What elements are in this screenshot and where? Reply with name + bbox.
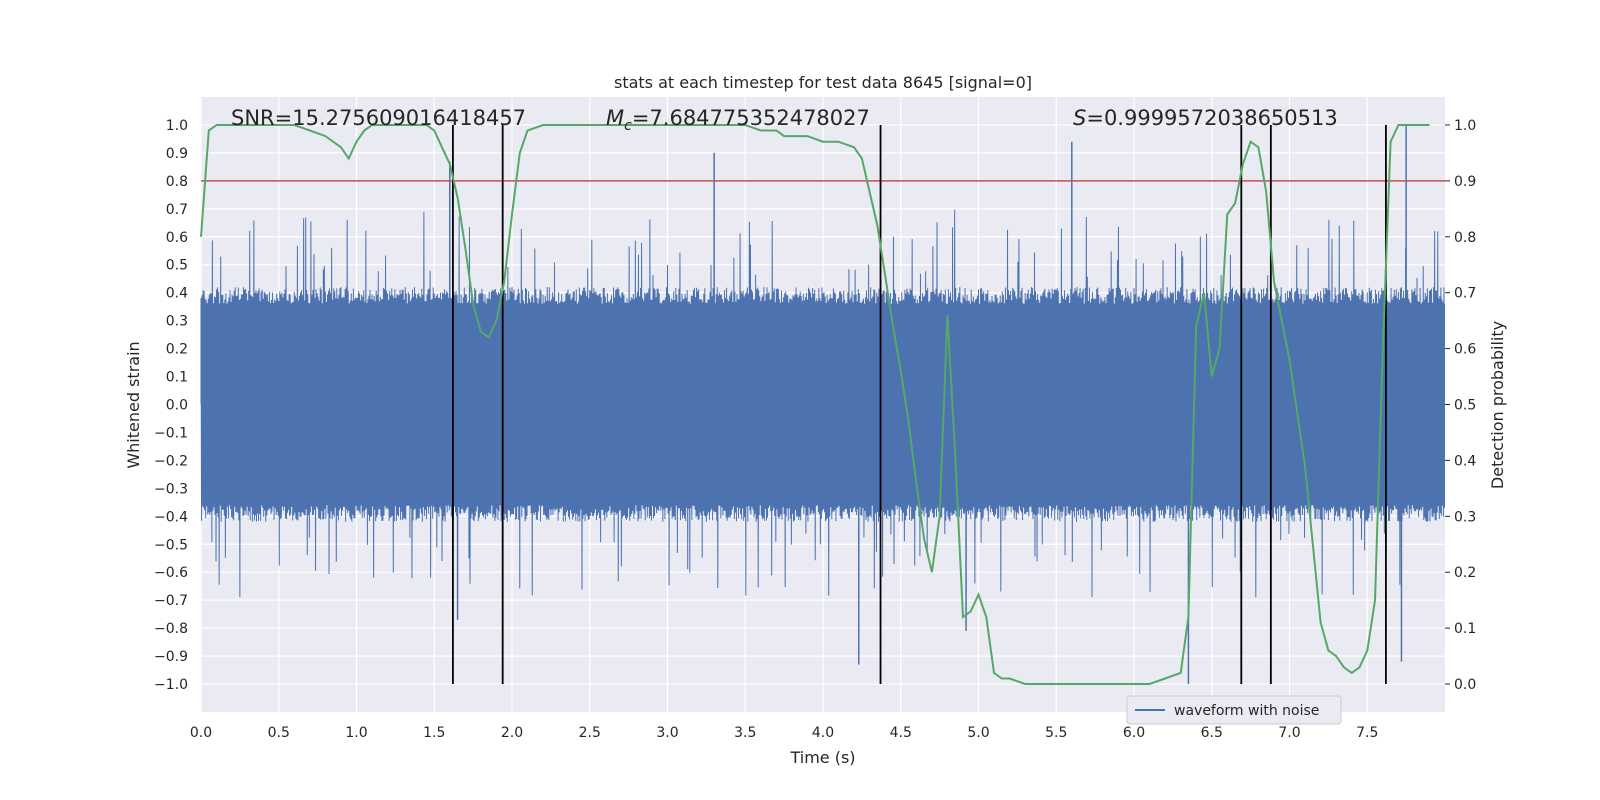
y-left-tick-label: 1.0: [166, 118, 188, 134]
y-left-tick-label: 0.7: [166, 202, 188, 218]
mc-value: =7.684775352478027: [632, 106, 870, 130]
waveform-noise-line: [200, 209, 1445, 598]
y-left-tick-label: 0.0: [166, 398, 188, 414]
y-right-tick-label: 0.0: [1454, 677, 1476, 693]
y-left-tick-label: −0.4: [154, 509, 188, 525]
y-left-tick-label: 0.6: [166, 230, 188, 246]
y-right-tick-labels: 1.0 0.9 0.8 0.7 0.6 0.5 0.4 0.3 0.2 0.1 0.0: [1445, 118, 1476, 693]
y-right-tick-label: 0.4: [1454, 453, 1476, 469]
x-tick-label: 0.5: [268, 725, 290, 741]
s-symbol: S: [1073, 106, 1086, 130]
chart-title: stats at each timestep for test data 864…: [614, 73, 1032, 92]
vertical-markers: [452, 124, 1387, 685]
y-left-tick-label: −0.5: [154, 537, 188, 553]
mc-symbol: M: [606, 106, 624, 130]
x-tick-label: 6.5: [1201, 725, 1223, 741]
y-left-tick-label: 0.4: [166, 286, 188, 302]
y-right-tick-label: 0.8: [1454, 230, 1476, 246]
y-left-tick-label: 0.1: [166, 370, 188, 386]
mc-subscript: c: [624, 118, 632, 134]
y-right-tick-label: 0.1: [1454, 621, 1476, 637]
y-left-tick-label: −0.8: [154, 621, 188, 637]
y-right-tick-label: 0.5: [1454, 398, 1476, 414]
y-right-tick-label: 0.6: [1454, 342, 1476, 358]
x-tick-label: 2.0: [501, 725, 523, 741]
x-tick-label: 0.0: [190, 725, 212, 741]
y-right-tick-label: 0.9: [1454, 174, 1476, 190]
y-axis-left-label: Whitened strain: [124, 341, 143, 468]
y-left-tick-label: −0.6: [154, 565, 188, 581]
x-tick-label: 7.5: [1356, 725, 1378, 741]
waveform-noise-series: [200, 124, 1445, 685]
y-left-tick-label: 0.8: [166, 174, 188, 190]
y-left-tick-label: 0.3: [166, 314, 188, 330]
s-value: =0.9999572038650513: [1086, 106, 1337, 130]
x-tick-label: 3.0: [656, 725, 678, 741]
x-tick-labels: 0.0 0.5 1.0 1.5 2.0 2.5 3.0 3.5 4.0 4.5 5.0 5.5 6.0 6…: [190, 725, 1379, 741]
x-tick-label: 7.0: [1278, 725, 1300, 741]
y-left-tick-label: 0.2: [166, 342, 188, 358]
x-tick-label: 1.5: [423, 725, 445, 741]
chirp-mass-annotation: Mc=7.684775352478027: [606, 106, 870, 134]
x-tick-label: 4.5: [890, 725, 912, 741]
y-left-tick-labels: 1.0 0.9 0.8 0.7 0.6 0.5 0.4 0.3 0.2 0.1 0.0 −0.1 −0.…: [154, 118, 188, 693]
snr-annotation: SNR=15.275609016418457: [231, 106, 526, 130]
legend-box: [1126, 695, 1342, 725]
y-left-tick-label: −0.1: [154, 425, 188, 441]
y-right-tick-label: 0.3: [1454, 509, 1476, 525]
s-annotation: S=0.9999572038650513: [1073, 106, 1338, 130]
x-tick-label: 5.0: [967, 725, 989, 741]
y-right-tick-label: 0.2: [1454, 565, 1476, 581]
probability-series: [200, 124, 1430, 685]
x-axis-label: Time (s): [789, 748, 855, 767]
x-tick-label: 3.5: [734, 725, 756, 741]
x-tick-label: 5.5: [1045, 725, 1067, 741]
y-left-tick-label: 0.9: [166, 146, 188, 162]
y-axis-right-label: Detection probability: [1488, 321, 1507, 489]
y-right-tick-label: 1.0: [1454, 118, 1476, 134]
y-left-tick-label: −0.7: [154, 593, 188, 609]
y-left-tick-label: −0.2: [154, 453, 188, 469]
waveform-noise-band: [201, 303, 1445, 506]
legend: waveform with noise: [1126, 695, 1342, 725]
y-left-tick-label: 0.5: [166, 258, 188, 274]
x-tick-label: 4.0: [812, 725, 834, 741]
x-tick-label: 6.0: [1123, 725, 1145, 741]
legend-label: waveform with noise: [1174, 703, 1319, 719]
y-left-tick-label: −1.0: [154, 677, 188, 693]
x-tick-label: 2.5: [579, 725, 601, 741]
probability-line: [200, 124, 1430, 685]
x-tick-label: 1.0: [345, 725, 367, 741]
y-left-tick-label: −0.3: [154, 481, 188, 497]
y-right-tick-label: 0.7: [1454, 286, 1476, 302]
y-left-tick-label: −0.9: [154, 649, 188, 665]
